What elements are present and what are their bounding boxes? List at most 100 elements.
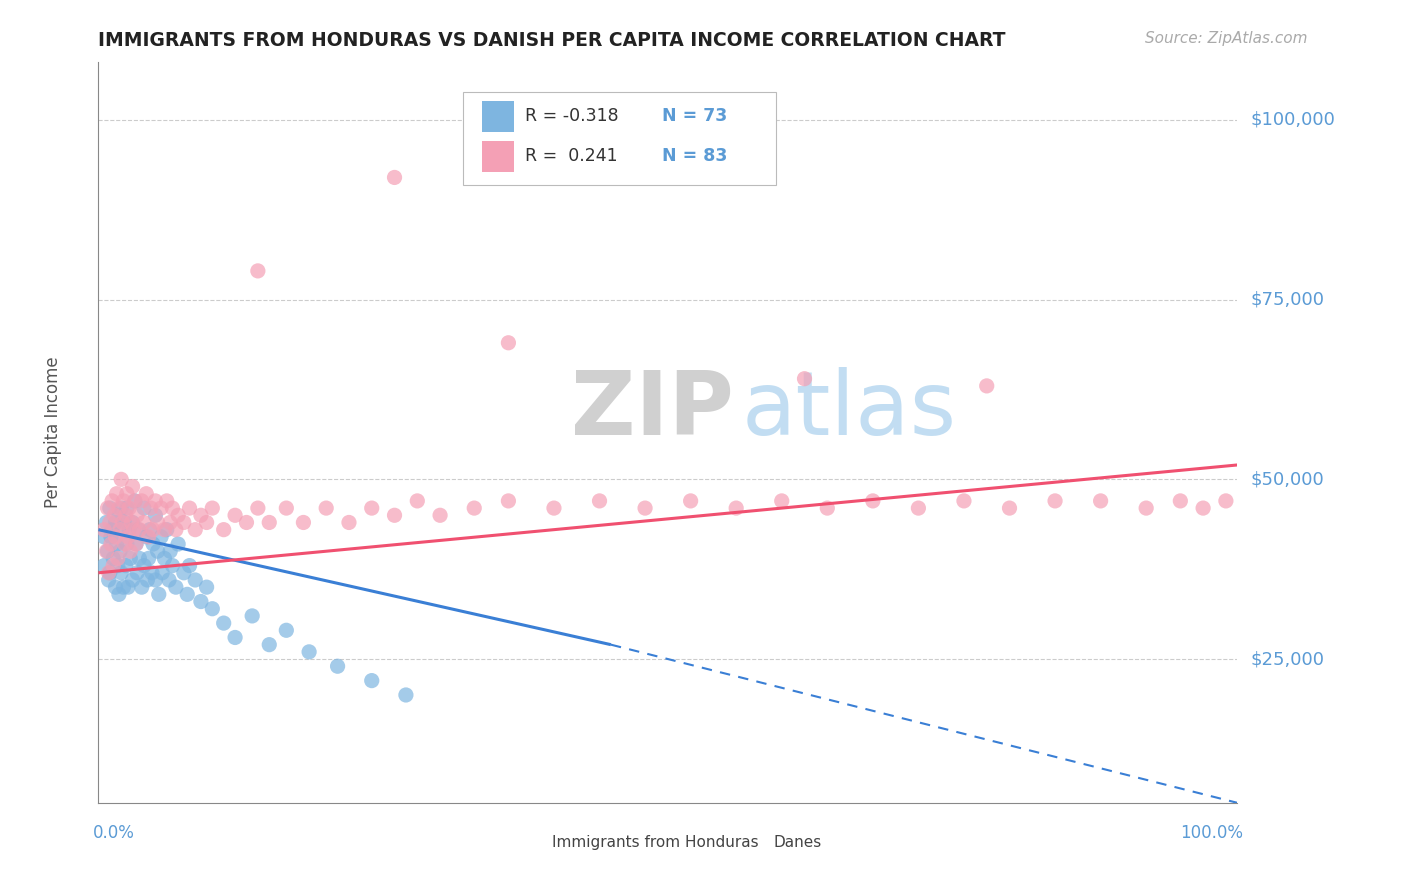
Point [114, 558, 136, 573]
Point [429, 508, 451, 523]
Point [131, 494, 153, 508]
Point [107, 551, 129, 566]
Point [110, 472, 132, 486]
Text: IMMIGRANTS FROM HONDURAS VS DANISH PER CAPITA INCOME CORRELATION CHART: IMMIGRANTS FROM HONDURAS VS DANISH PER C… [98, 31, 1005, 50]
Point [246, 264, 269, 278]
Point [125, 537, 148, 551]
Point [634, 501, 657, 516]
Point [96, 501, 118, 516]
Point [98, 516, 121, 530]
Point [98, 501, 121, 516]
Point [770, 494, 793, 508]
Point [145, 573, 167, 587]
Point [121, 479, 143, 493]
Point [127, 508, 149, 523]
Point [150, 501, 173, 516]
Text: Source: ZipAtlas.com: Source: ZipAtlas.com [1144, 31, 1308, 46]
Point [953, 494, 976, 508]
Point [725, 501, 748, 516]
Point [406, 494, 429, 508]
Point [360, 501, 382, 516]
Point [108, 501, 131, 516]
Point [103, 558, 125, 573]
Point [235, 516, 257, 530]
Point [157, 573, 180, 587]
Point [165, 523, 187, 537]
Point [201, 601, 224, 615]
Point [1090, 494, 1112, 508]
Point [498, 335, 520, 350]
Point [103, 508, 125, 523]
Point [190, 508, 212, 523]
Point [122, 523, 145, 537]
Point [121, 573, 143, 587]
Point [184, 523, 207, 537]
Point [165, 580, 187, 594]
Point [793, 372, 815, 386]
Text: $75,000: $75,000 [1251, 291, 1324, 309]
Point [118, 501, 141, 516]
Point [498, 494, 520, 508]
Point [292, 516, 315, 530]
Point [118, 523, 141, 537]
Point [93, 558, 115, 573]
Point [120, 516, 142, 530]
Point [112, 580, 135, 594]
Text: atlas: atlas [742, 367, 957, 454]
Point [96, 516, 118, 530]
Point [315, 501, 337, 516]
Point [120, 544, 142, 558]
Text: Per Capita Income: Per Capita Income [44, 357, 62, 508]
Point [142, 537, 165, 551]
Point [298, 645, 321, 659]
Point [145, 494, 167, 508]
Point [276, 624, 298, 638]
Point [117, 580, 139, 594]
Point [156, 494, 179, 508]
Point [138, 530, 160, 544]
Point [907, 501, 929, 516]
Point [114, 516, 136, 530]
Point [224, 508, 246, 523]
Point [128, 523, 150, 537]
Point [108, 508, 131, 523]
Point [179, 558, 201, 573]
Point [141, 566, 163, 580]
Point [159, 516, 181, 530]
Point [1135, 501, 1157, 516]
Point [173, 566, 195, 580]
Point [276, 501, 298, 516]
Text: 100.0%: 100.0% [1180, 823, 1243, 841]
Point [212, 616, 235, 631]
Point [98, 566, 121, 580]
Text: $100,000: $100,000 [1251, 111, 1336, 129]
Point [240, 608, 263, 623]
FancyBboxPatch shape [482, 141, 515, 172]
Point [337, 516, 360, 530]
Point [121, 516, 143, 530]
Point [162, 501, 184, 516]
Point [135, 486, 157, 500]
Point [108, 544, 131, 558]
Point [326, 659, 349, 673]
Point [815, 501, 838, 516]
FancyBboxPatch shape [742, 832, 766, 853]
Point [100, 537, 122, 551]
Point [110, 566, 132, 580]
Point [93, 530, 115, 544]
Point [132, 558, 155, 573]
Text: N = 73: N = 73 [662, 108, 727, 126]
Point [1215, 494, 1237, 508]
Point [96, 544, 118, 558]
Point [384, 508, 406, 523]
Point [588, 494, 610, 508]
Point [110, 501, 132, 516]
Point [246, 501, 269, 516]
Point [167, 508, 190, 523]
Point [162, 558, 184, 573]
Text: $50,000: $50,000 [1251, 470, 1324, 488]
Point [125, 537, 148, 551]
Point [146, 516, 169, 530]
Point [115, 537, 138, 551]
Text: ZIP: ZIP [571, 367, 734, 454]
